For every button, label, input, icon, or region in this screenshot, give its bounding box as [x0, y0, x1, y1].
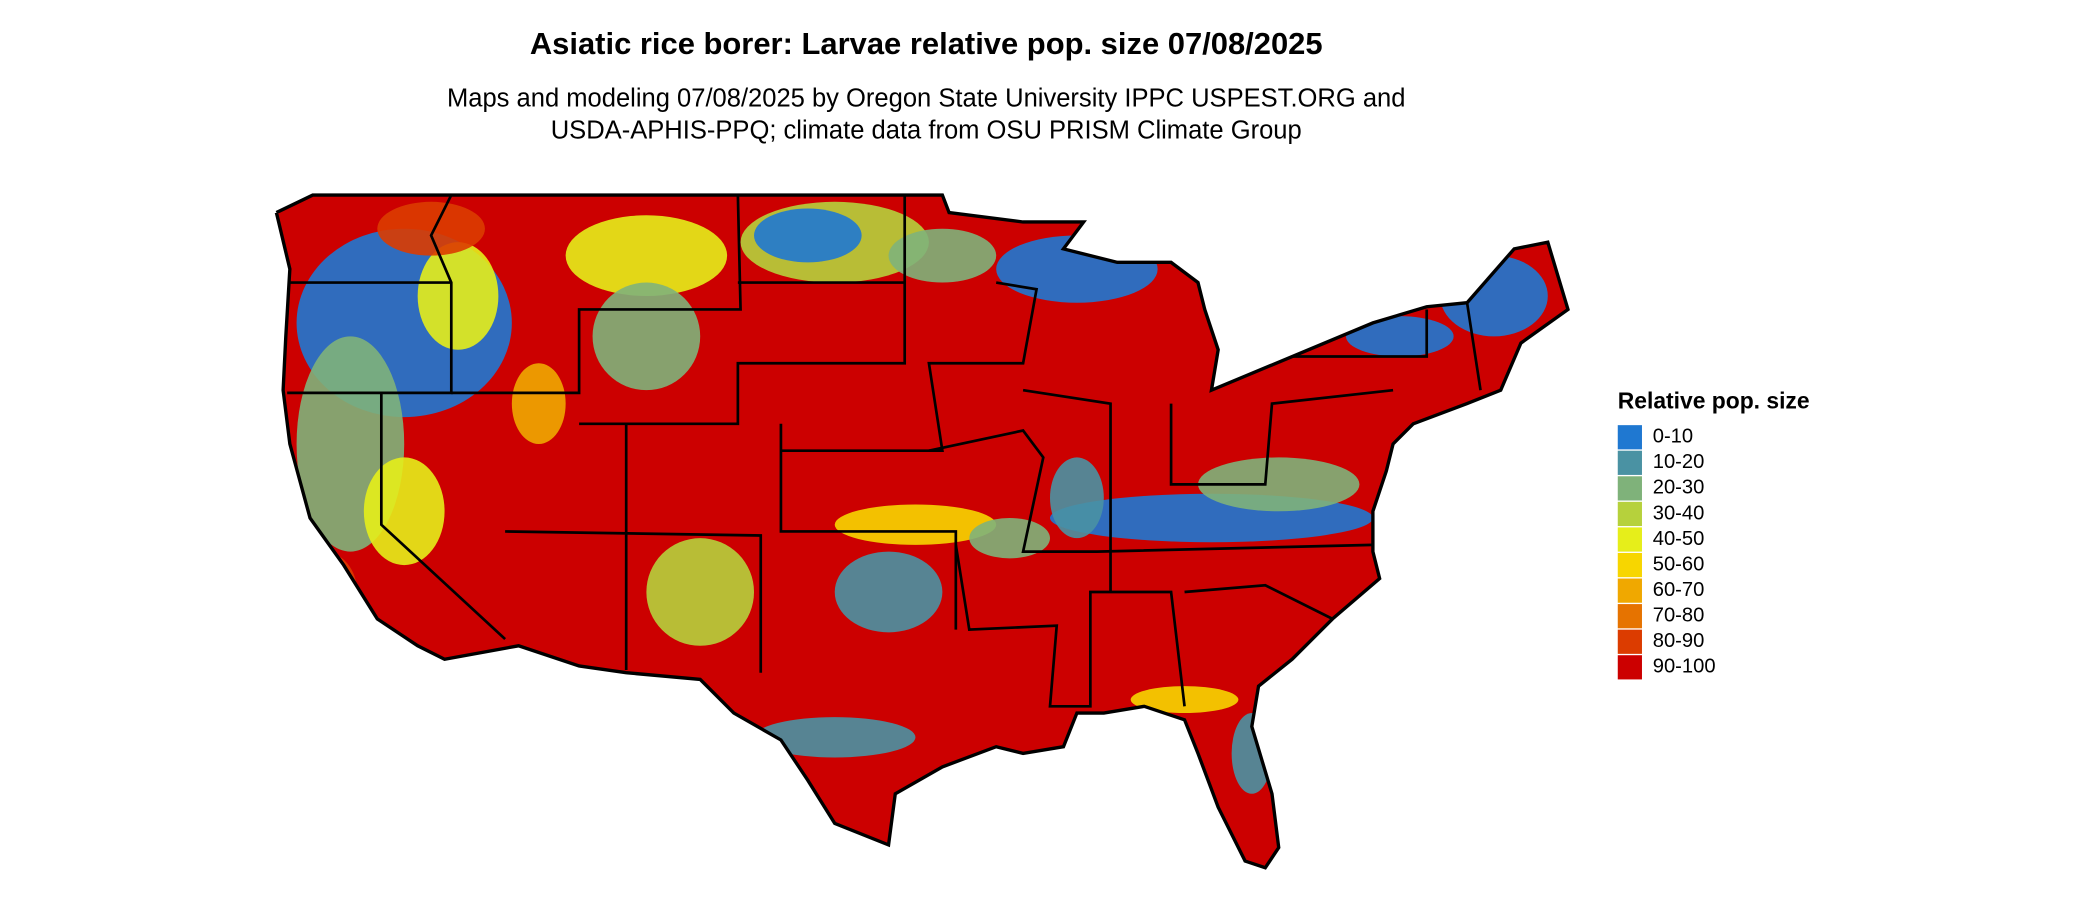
- map-region: [754, 208, 862, 263]
- legend-swatch: [1617, 425, 1642, 450]
- map-subtitle: USDA-APHIS-PPQ; climate data from OSU PR…: [551, 117, 1302, 145]
- map-region: [646, 538, 755, 646]
- legend-label: 50-60: [1653, 553, 1705, 575]
- map-region: [377, 201, 485, 256]
- map-region: [417, 242, 499, 350]
- legend-swatch: [1617, 501, 1642, 527]
- state-borders: [274, 193, 1570, 870]
- legend-label: 60-70: [1653, 579, 1705, 601]
- legend-swatch: [1617, 476, 1642, 501]
- legend-swatch: [1617, 578, 1642, 603]
- map-region: [996, 235, 1158, 303]
- map-region: [888, 228, 997, 283]
- map-region: [511, 363, 566, 444]
- map-region: [592, 282, 701, 391]
- legend-label: 0-10: [1653, 426, 1693, 448]
- legend-swatch: [1617, 655, 1642, 680]
- map-region: [1345, 316, 1454, 357]
- legend-swatch: [1617, 604, 1642, 629]
- legend: Relative pop. size 0-10 10-20 20-30 30-40 40…: [1617, 387, 1810, 680]
- legend-label: 90-100: [1653, 656, 1716, 678]
- legend-label: 70-80: [1653, 605, 1705, 627]
- legend-label: 20-30: [1653, 477, 1705, 499]
- legend-label: 10-20: [1653, 451, 1705, 473]
- map-region: [834, 551, 943, 633]
- map-region: [1440, 255, 1548, 337]
- legend-label: 30-40: [1653, 502, 1705, 524]
- map-region: [289, 551, 358, 633]
- map-title: Asiatic rice borer: Larvae relative pop.…: [530, 26, 1323, 61]
- map-region: [363, 457, 445, 566]
- legend-label: 80-90: [1653, 630, 1705, 652]
- legend-swatch: [1617, 527, 1642, 552]
- legend-swatch: [1617, 552, 1642, 578]
- map-region: [1197, 457, 1360, 512]
- legend-title: Relative pop. size: [1618, 387, 1810, 413]
- legend-label: 40-50: [1653, 528, 1705, 550]
- map-region: [754, 717, 916, 758]
- legend-swatch: [1617, 450, 1642, 475]
- map-region: [969, 517, 1050, 559]
- map-region: [565, 215, 728, 296]
- map-subtitle: Maps and modeling 07/08/2025 by Oregon S…: [447, 84, 1406, 112]
- map-region: [1050, 457, 1104, 539]
- legend-swatch: [1617, 629, 1642, 654]
